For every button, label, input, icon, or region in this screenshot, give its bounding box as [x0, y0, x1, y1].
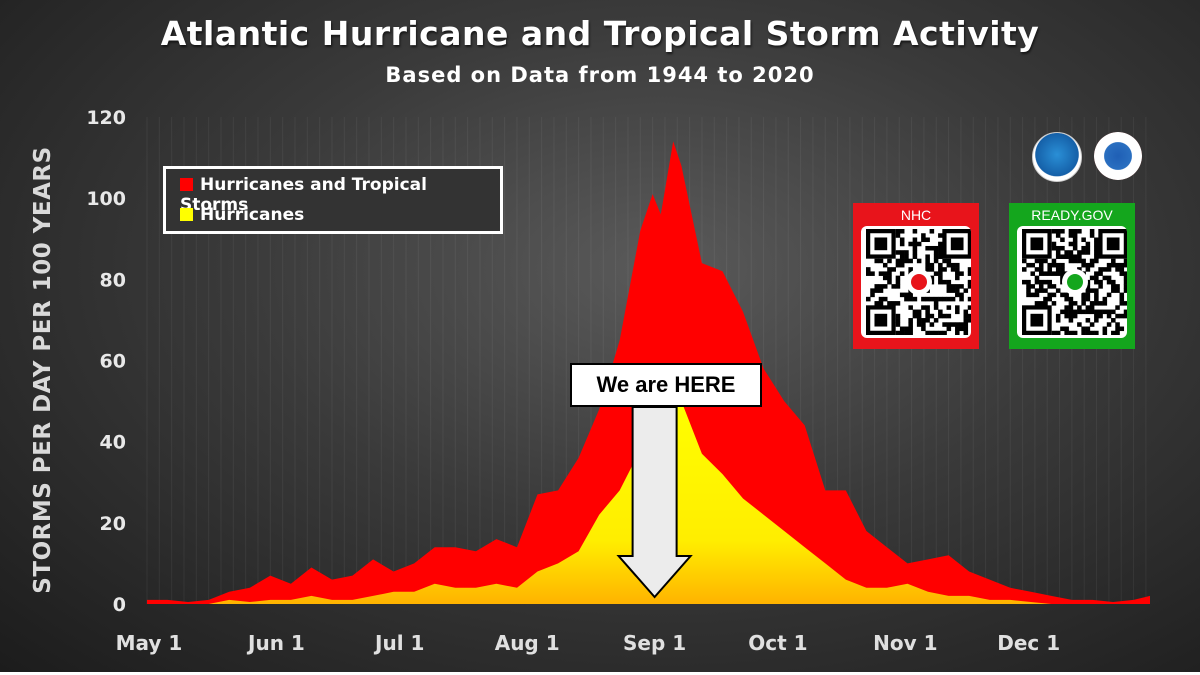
legend-item-storms: Hurricanes and Tropical Storms [180, 175, 500, 215]
x-tick-label: Sep 1 [623, 631, 686, 655]
y-tick-label: 100 [86, 188, 126, 210]
nhc-qr-code[interactable]: NHC [853, 203, 979, 349]
x-tick-label: Dec 1 [997, 631, 1060, 655]
y-tick-label: 0 [113, 594, 126, 616]
qr-code-icon [861, 226, 971, 338]
legend-item-hurricanes: Hurricanes [180, 205, 304, 225]
x-tick-label: Nov 1 [873, 631, 937, 655]
x-tick-label: Aug 1 [495, 631, 560, 655]
x-tick-label: Jun 1 [246, 631, 305, 655]
qr-label: NHC [900, 207, 932, 223]
legend-label: Hurricanes and Tropical Storms [180, 175, 427, 215]
chart-legend: Hurricanes and Tropical Storms Hurricane… [163, 166, 503, 234]
y-tick-label: 60 [100, 351, 126, 373]
x-tick-label: Jul 1 [373, 631, 424, 655]
legend-swatch [180, 208, 193, 221]
x-tick-label: May 1 [116, 631, 183, 655]
nws-logo [1094, 132, 1142, 180]
legend-label: Hurricanes [200, 205, 305, 225]
y-tick-label: 20 [100, 513, 126, 535]
we-are-here-callout: We are HERE [570, 363, 762, 407]
qr-code-icon [1017, 226, 1127, 338]
chart-title: Atlantic Hurricane and Tropical Storm Ac… [160, 14, 1040, 53]
y-tick-label: 120 [86, 107, 126, 129]
chart-subtitle: Based on Data from 1944 to 2020 [385, 63, 815, 87]
noaa-logo [1032, 132, 1082, 182]
x-tick-label: Oct 1 [748, 631, 807, 655]
y-tick-label: 80 [100, 269, 126, 291]
legend-swatch [180, 178, 193, 191]
y-tick-label: 40 [100, 432, 126, 454]
qr-label: READY.GOV [1031, 207, 1113, 223]
ready-gov-qr-code[interactable]: READY.GOV [1009, 203, 1135, 349]
down-arrow-icon [616, 406, 693, 599]
